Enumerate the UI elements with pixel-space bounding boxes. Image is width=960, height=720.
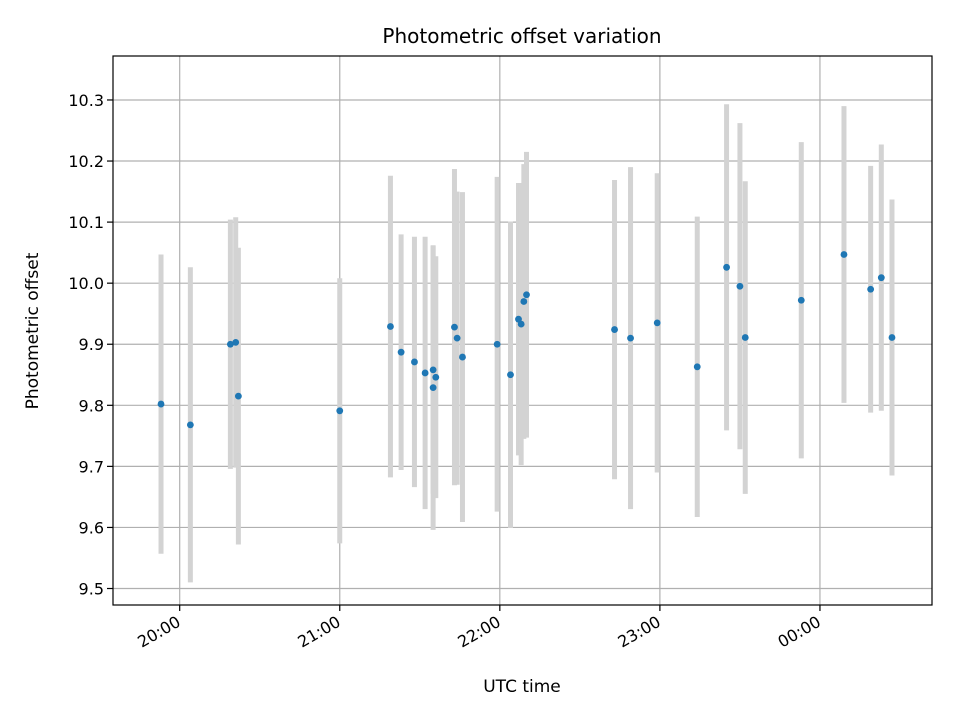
data-point: [493, 340, 501, 348]
data-point: [523, 291, 530, 299]
data-point: [520, 298, 528, 305]
data-point: [877, 274, 885, 282]
y-axis-ticks: 9.5 9.6 9.7 9.8 9.9 10.0 10.1 10.2 10.3: [68, 91, 113, 599]
y-tick-label: 9.9: [79, 335, 104, 354]
data-point: [723, 263, 730, 271]
data-point: [627, 334, 634, 342]
data-point: [232, 339, 240, 346]
data-point: [411, 358, 418, 366]
data-point: [226, 340, 234, 348]
data-point: [741, 334, 749, 341]
data-point: [888, 334, 896, 341]
y-tick-label: 9.8: [79, 396, 104, 415]
data-point: [429, 384, 437, 391]
data-point: [693, 363, 701, 371]
y-tick-label: 9.6: [79, 518, 104, 537]
data-point: [611, 326, 618, 333]
data-point: [387, 323, 394, 330]
data-point: [840, 251, 848, 258]
data-point: [186, 421, 194, 429]
data-point: [234, 392, 242, 400]
data-point: [867, 285, 875, 293]
plot-area-frame: [112, 55, 933, 606]
data-point: [797, 296, 805, 304]
y-tick-label: 9.7: [79, 457, 104, 476]
chart-title: Photometric offset variation: [382, 24, 661, 48]
data-point: [453, 334, 461, 342]
data-point: [336, 407, 344, 415]
y-axis-label: Photometric offset: [23, 252, 43, 409]
y-tick-label: 10.2: [68, 152, 104, 171]
y-tick-label: 9.5: [79, 580, 104, 599]
data-point: [451, 323, 458, 331]
data-point: [397, 348, 405, 356]
data-point: [157, 400, 165, 408]
point-layer: [157, 251, 896, 429]
x-axis-label: UTC time: [483, 677, 561, 697]
grid-layer: [113, 56, 932, 605]
y-tick-label: 10.1: [68, 213, 104, 232]
data-point: [507, 371, 514, 379]
data-point: [736, 282, 744, 290]
data-point: [421, 369, 429, 377]
data-point: [432, 373, 440, 381]
y-tick-label: 10.3: [68, 91, 104, 110]
y-tick-label: 10.0: [68, 274, 104, 293]
data-point: [429, 366, 437, 374]
data-point: [459, 353, 466, 361]
data-point: [517, 320, 525, 328]
data-point: [653, 319, 661, 327]
